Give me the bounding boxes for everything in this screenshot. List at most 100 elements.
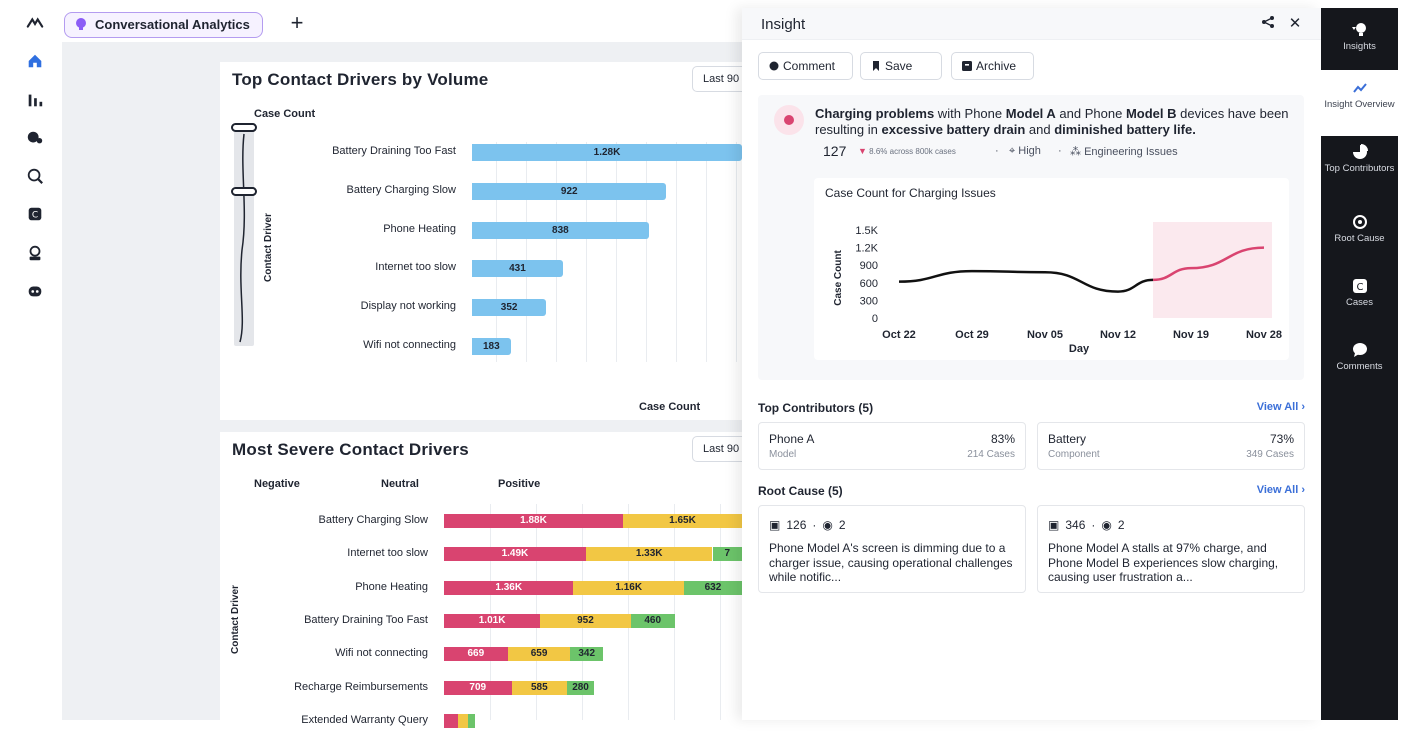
volume-bar[interactable]: 183 (472, 338, 511, 355)
bar-chart-icon[interactable] (22, 87, 48, 113)
archive-label: Archive (976, 59, 1017, 73)
category-label: Phone Heating (383, 222, 456, 235)
logo-mark (26, 17, 44, 28)
neutral-segment[interactable]: 952 (540, 613, 631, 628)
neutral-segment[interactable]: 1.65K (623, 514, 742, 528)
archive-button[interactable]: Archive (951, 52, 1034, 80)
category-label: Battery Draining Too Fast (332, 145, 456, 157)
x-axis-label: Day (1069, 343, 1090, 355)
close-icon[interactable]: ✕ (1288, 15, 1302, 32)
gridline (556, 142, 557, 362)
insight-metrics: 127 ▼ 8.6% across 800k cases · ⌖ High · … (813, 143, 1293, 163)
card-title: Most Severe Contact Drivers (232, 440, 469, 459)
nav-insight-overview[interactable]: Insight Overview (1321, 70, 1398, 136)
nav-comments[interactable]: Comments (1321, 342, 1398, 382)
team-badge: ⁂ Engineering Issues (1070, 146, 1178, 158)
gridline (736, 142, 737, 362)
root-cause-meta: ▣ 126 · ◉ 2 (769, 518, 846, 532)
search-analytics-icon[interactable] (22, 163, 48, 189)
slider-bottom-handle[interactable] (231, 187, 257, 196)
x-tick-label: Oct 29 (955, 329, 989, 341)
neutral-segment[interactable] (458, 713, 468, 728)
comment-button[interactable]: Comment (758, 52, 853, 80)
date-range-button[interactable]: Last 90 (692, 66, 750, 92)
legend-negative[interactable]: Negative (254, 478, 300, 490)
root-cause-card-2[interactable]: ▣ 346 · ◉ 2 Phone Model A stalls at 97% char… (1037, 505, 1305, 593)
negative-segment[interactable]: 1.01K (444, 613, 541, 628)
gridline (586, 142, 587, 362)
save-button[interactable]: Save (860, 52, 942, 80)
contributor-card-2[interactable]: Battery Component 73% 349 Cases (1037, 422, 1305, 470)
positive-segment[interactable] (467, 713, 476, 728)
nav-root-cause[interactable]: Root Cause (1321, 214, 1398, 254)
volume-bar[interactable]: 352 (472, 299, 547, 317)
category-label: Display not working (360, 300, 456, 313)
positive-segment[interactable]: 7 (712, 547, 742, 562)
negative-segment[interactable]: 1.36K (444, 580, 574, 595)
negative-segment[interactable]: 669 (444, 647, 508, 662)
positive-segment[interactable]: 280 (567, 680, 594, 695)
charging-issues-chart: Case Count for Charging Issues 0 300 600 90… (814, 178, 1289, 360)
volume-bar[interactable]: 1.28K (472, 144, 742, 161)
case-count: 127 (823, 143, 847, 159)
add-tab-button[interactable]: + (290, 10, 304, 35)
agent-icon[interactable] (22, 240, 48, 266)
neutral-segment[interactable]: 1.33K (585, 547, 713, 562)
card-title: Top Contact Drivers by Volume (232, 70, 489, 89)
date-range-button[interactable]: Last 90 (692, 436, 750, 462)
category-label: Internet too slow (375, 261, 456, 274)
neutral-segment[interactable]: 1.16K (573, 580, 684, 595)
insight-card: Charging problems with Phone Model A and… (758, 95, 1304, 380)
share-icon[interactable] (1259, 15, 1277, 33)
root-cause-card-1[interactable]: ▣ 126 · ◉ 2 Phone Model A's screen is dimmin… (758, 505, 1026, 593)
bot-icon[interactable] (22, 278, 48, 304)
y-axis-label: Contact Driver (263, 213, 274, 282)
svg-text:C: C (32, 211, 38, 221)
positive-segment[interactable]: 632 (683, 580, 742, 595)
root-cause-view-all-link[interactable]: View All › (1256, 484, 1305, 496)
positive-segment[interactable]: 460 (630, 613, 675, 628)
gridline (646, 142, 647, 362)
volume-bar[interactable]: 922 (472, 182, 667, 200)
gridline (674, 504, 675, 720)
logo-icon[interactable] (22, 10, 48, 36)
separator: · (995, 145, 999, 157)
lightbulb-icon (1351, 23, 1366, 36)
y-tick-label: 1.5K (855, 225, 878, 237)
separator: · (1058, 145, 1062, 157)
line-chart-svg: 0 300 600 900 1.2K 1.5K Oct 22 Oct 29 Nov 05 Nov … (833, 222, 1282, 355)
y-tick-label: 900 (860, 260, 878, 272)
negative-segment[interactable] (444, 713, 459, 728)
contributor-name: Phone A (769, 432, 815, 446)
neutral-segment[interactable]: 659 (507, 647, 571, 662)
comment-icon: ◉ (1101, 518, 1112, 532)
nav-top-contributors[interactable]: Top Contributors (1321, 144, 1398, 192)
neutral-segment[interactable]: 585 (511, 680, 568, 695)
volume-bar[interactable]: 431 (472, 260, 563, 278)
tab-conversational-analytics[interactable]: Conversational Analytics (64, 12, 263, 38)
contributor-card-1[interactable]: Phone A Model 83% 214 Cases (758, 422, 1026, 470)
negative-segment[interactable]: 1.49K (444, 547, 586, 562)
top-contributors-view-all-link[interactable]: View All › (1256, 401, 1305, 413)
nav-insights[interactable]: Insights (1321, 22, 1398, 70)
trend-icon (1352, 83, 1367, 93)
comment-icon: ◉ (822, 518, 833, 532)
negative-segment[interactable]: 1.88K (444, 514, 623, 528)
insight-summary: Charging problems with Phone Model A and… (815, 106, 1289, 137)
positive-segment[interactable]: 342 (570, 647, 603, 662)
cases-icon[interactable]: C (22, 201, 48, 227)
chat-bubbles-icon[interactable] (22, 125, 48, 151)
negative-segment[interactable]: 709 (444, 680, 512, 695)
legend-neutral[interactable]: Neutral (381, 478, 419, 490)
slider-top-handle[interactable] (231, 123, 257, 132)
cases-icon: ▣ (769, 518, 781, 532)
category-label: Recharge Reimbursements (294, 680, 428, 693)
priority-badge: ⌖ High (1009, 145, 1041, 157)
y-tick-label: 600 (860, 278, 878, 290)
nav-cases[interactable]: C Cases (1321, 278, 1398, 318)
category-label: Battery Charging Slow (318, 514, 428, 526)
volume-bar[interactable]: 838 (472, 221, 649, 239)
home-icon[interactable] (22, 48, 48, 74)
slider-sparkline (239, 133, 246, 343)
legend-positive[interactable]: Positive (498, 478, 541, 490)
